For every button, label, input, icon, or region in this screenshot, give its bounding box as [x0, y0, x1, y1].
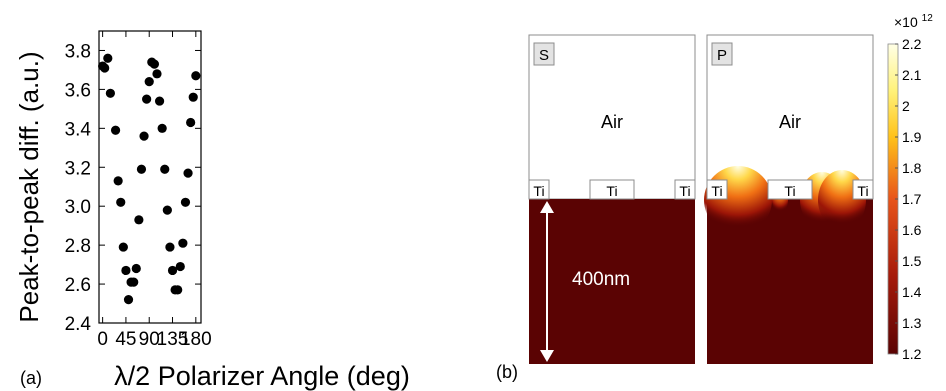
data-point — [116, 197, 126, 207]
data-point — [186, 117, 196, 128]
panel-label-b: (b) — [496, 362, 518, 382]
data-point — [175, 261, 185, 272]
ti-label: Ti — [606, 183, 617, 199]
data-points — [98, 53, 201, 305]
colorbar-exponent-base: ×10 — [894, 14, 918, 30]
air-label: Air — [779, 112, 801, 132]
x-tick-label: 0 — [97, 329, 108, 350]
y-tick-label: 2.6 — [65, 275, 91, 296]
data-point — [173, 285, 183, 295]
y-tick-label: 3.8 — [65, 41, 91, 62]
data-point — [144, 77, 154, 87]
data-point — [129, 277, 139, 287]
s-polarization-map: S Air Ti Ti Ti 400nm — [528, 34, 696, 364]
colorbar-tick-label: 1.7 — [902, 191, 922, 207]
colorbar-tick-label: 2 — [902, 98, 910, 114]
x-tick-label: 135 — [157, 329, 189, 350]
air-label: Air — [601, 112, 623, 132]
data-point — [131, 263, 141, 274]
ti-label: Ti — [711, 183, 722, 199]
depth-arrow — [540, 201, 554, 362]
data-point — [139, 131, 149, 141]
y-tick-label: 2.4 — [65, 314, 92, 335]
y-tick-label: 2.8 — [65, 236, 91, 257]
data-point — [191, 71, 201, 81]
tag-box — [533, 42, 555, 66]
data-point — [121, 265, 131, 276]
y-tick-label: 3.2 — [65, 158, 91, 179]
colorbar-tick-label: 1.9 — [902, 129, 922, 145]
data-point — [167, 265, 178, 276]
field-hotspot — [704, 166, 772, 234]
colorbar-tick-label: 1.8 — [902, 160, 922, 176]
colorbar-tick-label: 2.2 — [902, 36, 922, 52]
colorbar: 2.2 2.1 2 1.9 1.8 1.7 1.6 1.5 1.4 1.3 1.2 ×10 12 — [887, 13, 933, 362]
data-point — [178, 238, 188, 248]
colorbar-tick-label: 1.3 — [902, 315, 922, 331]
y-axis-ticks: 2.4 2.6 2.8 3.0 3.2 3.4 3.6 3.8 — [65, 41, 201, 335]
polarization-tag: P — [717, 47, 727, 64]
ti-label: Ti — [784, 183, 795, 199]
colorbar-tick-label: 2.1 — [902, 67, 922, 83]
data-point — [134, 215, 144, 225]
polarization-tag: S — [539, 47, 549, 64]
y-tick-label: 3.4 — [65, 119, 92, 140]
p-polarization-map: P Air Ti Ti Ti — [704, 34, 874, 364]
colorbar-tick-label: 1.4 — [902, 284, 922, 300]
panel-label-a: (a) — [20, 368, 42, 388]
data-point — [149, 59, 160, 69]
y-axis-label: Peak-to-peak diff. (a.u.) — [14, 51, 44, 322]
ti-label: Ti — [679, 183, 690, 199]
data-point — [154, 96, 165, 106]
field-map-panel: S Air Ti Ti Ti 400nm P A — [496, 13, 933, 382]
data-point — [103, 53, 113, 63]
ti-contact — [767, 179, 813, 200]
data-point — [157, 123, 167, 133]
data-point — [160, 164, 170, 174]
y-tick-label: 3.0 — [65, 197, 91, 218]
colorbar-exponent: ×10 12 — [894, 13, 933, 30]
data-point — [113, 176, 123, 186]
ti-label: Ti — [857, 183, 868, 199]
tag-box — [711, 42, 733, 66]
colorbar-tick-label: 1.5 — [902, 253, 922, 269]
data-point — [188, 92, 198, 102]
colorbar-ticks: 2.2 2.1 2 1.9 1.8 1.7 1.6 1.5 1.4 1.3 1.2 — [895, 36, 922, 362]
ti-contact — [706, 179, 728, 200]
data-point — [165, 242, 175, 252]
plot-frame — [98, 30, 202, 324]
ti-contact — [674, 179, 696, 200]
ti-label: Ti — [533, 183, 544, 199]
x-tick-label: 45 — [115, 329, 136, 350]
colorbar-tick-label: 1.6 — [902, 222, 922, 238]
data-point — [142, 94, 152, 104]
data-point — [123, 295, 134, 305]
substrate-region — [529, 199, 695, 364]
field-hotspot — [818, 170, 866, 230]
x-tick-label: 90 — [139, 329, 160, 350]
data-point — [100, 63, 110, 73]
data-point — [162, 205, 172, 215]
colorbar-tick-label: 1.2 — [902, 346, 922, 362]
y-tick-label: 3.6 — [65, 80, 91, 101]
ti-contact — [852, 179, 874, 200]
x-tick-label: 180 — [180, 329, 212, 350]
data-point — [136, 164, 147, 174]
ti-contact — [528, 179, 550, 200]
data-point — [180, 197, 191, 207]
data-point — [118, 242, 128, 252]
depth-label: 400nm — [572, 269, 630, 290]
data-point — [110, 125, 121, 135]
data-point — [183, 168, 193, 178]
data-point — [152, 69, 162, 79]
data-point — [105, 88, 115, 98]
colorbar-exponent-power: 12 — [922, 13, 934, 24]
ti-contact — [589, 179, 635, 200]
x-axis-label: λ/2 Polarizer Angle (deg) — [114, 361, 410, 391]
